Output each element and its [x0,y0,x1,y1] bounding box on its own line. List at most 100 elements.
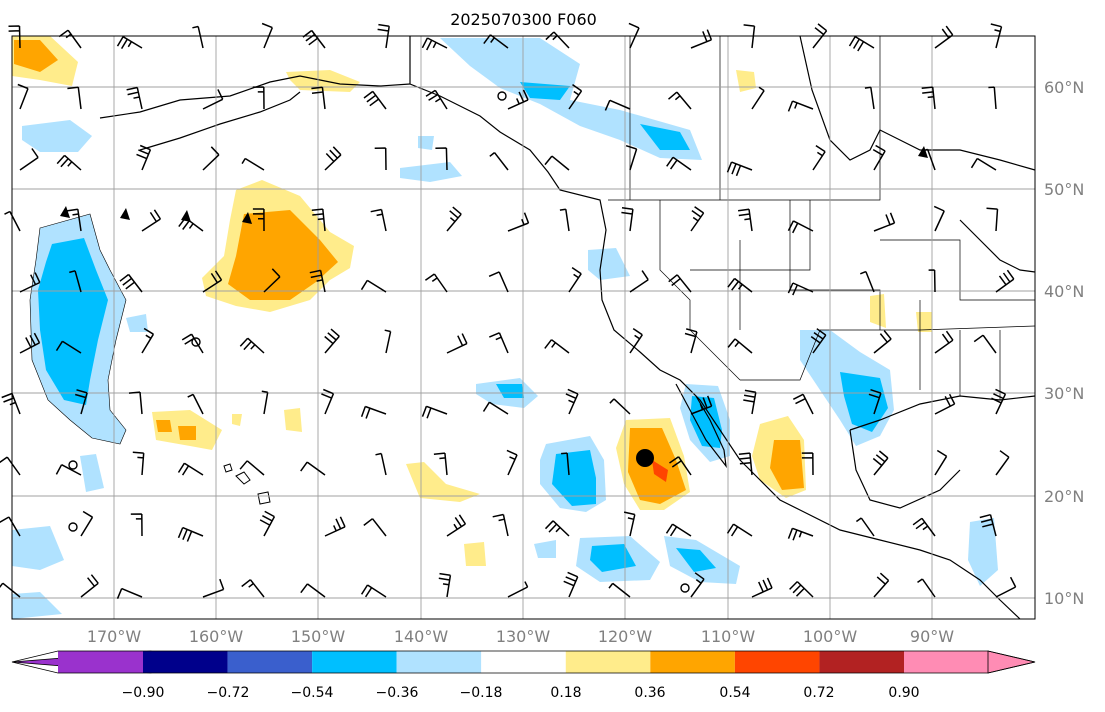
colorbar-tick-label: −0.72 [207,685,250,701]
wind-barb [690,572,705,598]
colorbar-bin [481,651,566,673]
wind-barb [17,83,29,110]
lon-label-160w: 160°W [189,627,244,646]
wind-barb [55,340,82,354]
wind-barb [506,449,518,476]
wind-barb [119,273,143,293]
wind-barb [252,208,265,232]
wind-barb [489,332,509,354]
wind-barb [726,523,753,537]
wind-barb [0,456,21,476]
wind-barb [259,510,276,537]
wind-barb [241,579,265,598]
wind-barb [446,206,462,232]
wind-barb [55,464,82,476]
colorbar-bin [58,651,143,673]
wind-barb [241,157,265,171]
wind-barb [934,330,954,354]
wind-barb [141,209,162,232]
wind-barb [810,328,827,354]
wind-barb [324,146,342,171]
wind-barb [19,332,41,354]
wind-barb [563,571,579,598]
lon-label-130w: 130°W [496,627,551,646]
wind-barb [374,147,387,171]
wind-barb [239,460,265,476]
colorbar-bin [227,651,313,673]
colorbar-tick-label: −0.54 [291,685,334,701]
wind-barb [628,22,640,49]
wind-barb [80,574,99,598]
wind-barb [625,144,638,171]
wind-barb [629,270,649,293]
wind-barb [873,212,896,232]
wind-barb [8,25,21,49]
anomaly-shading [12,36,998,619]
wind-barb [446,333,468,354]
wind-barb [787,282,814,296]
map-title: 2025070300 F060 [450,10,597,29]
lat-label-40n: 40°N [1044,282,1084,301]
wind-barb [917,578,936,598]
colorbar-tick-label: 0.54 [719,685,750,701]
wind-barb [56,154,82,171]
wind-barb [311,86,326,110]
political-borders [608,36,1036,400]
colorbar-tick-label: 0.36 [634,685,665,701]
wind-barb [202,146,220,171]
wind-barb [507,581,529,598]
wind-barb [302,29,326,49]
lat-label-20n: 20°N [1044,487,1084,506]
longitude-labels: 170°W 160°W 150°W 140°W 130°W 120°W 110°… [87,627,954,646]
wind-barb [363,518,387,537]
colorbar-tick-label: 0.72 [803,685,834,701]
colorbar-extend-high [987,650,1036,674]
wind-barb [921,86,936,110]
gridlines [12,36,1035,619]
wind-barb [141,327,155,354]
wind-barb [990,23,1003,49]
wind-barb [446,514,467,537]
lat-label-30n: 30°N [1044,384,1084,403]
latitude-labels: 60°N 50°N 40°N 30°N 20°N 10°N [1044,78,1084,608]
wind-barb [666,156,692,171]
wind-barb [848,35,875,52]
calm-markers [68,91,690,593]
wind-barb [324,516,346,537]
wind-barb [872,144,886,171]
wind-barb [751,577,773,598]
wind-barb [928,269,936,293]
wind-barb [74,389,88,415]
lon-label-110w: 110°W [701,627,756,646]
colorbar-outline [11,650,1036,674]
wind-barb [792,393,814,415]
wind-barb [360,405,387,419]
wind-barb [263,268,281,293]
wind-barb [665,523,692,537]
colorbar-tick-label: 0.18 [550,685,581,701]
colorbar-bin [312,651,397,673]
wind-barb [933,205,945,232]
wind-barb [433,452,448,476]
wind-barb [751,86,765,110]
wind-barb [559,208,570,232]
wind-barb [192,25,204,49]
wind-barbs [0,22,1017,599]
wind-barb [300,583,326,598]
wind-barb [300,461,326,476]
wind-barb [507,212,530,232]
wind-barb [324,328,340,354]
wind-barb [738,452,753,476]
wind-barb [995,576,1017,598]
wind-barb [377,23,390,49]
islands [223,463,271,505]
wind-barb [69,270,82,293]
wind-barb [934,449,948,476]
wind-barb [979,513,997,537]
wind-barb [995,269,1015,293]
wind-barb [132,451,145,476]
wind-barb [370,208,387,232]
map-frame [11,35,1036,620]
lon-label-140w: 140°W [394,627,449,646]
